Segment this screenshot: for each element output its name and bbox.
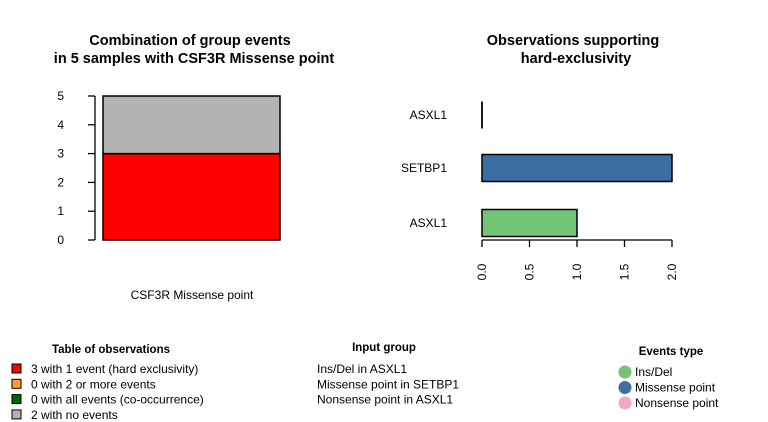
chart2-x-tick-label: 1.0 [570, 263, 584, 280]
legend-input-group-item: Missense point in SETBP1 [317, 377, 459, 391]
legend-observations-label: 2 with no events [31, 408, 118, 422]
chart1-y-tick-label: 0 [57, 233, 64, 247]
chart2-bar [481, 208, 578, 238]
chart1-bar-segment-2 [102, 95, 281, 155]
chart2-bar [481, 153, 673, 183]
legend-events-type-dot [618, 396, 632, 410]
chart2-title-line2: hard-exclusivity [521, 51, 631, 67]
chart2-x-tick-label: 0.5 [523, 263, 537, 280]
chart2-category-label: ASXL1 [410, 216, 448, 230]
legend-events-type-label: Nonsense point [635, 396, 719, 410]
legend-observations-swatch [11, 378, 22, 389]
legend-events-type-dot [618, 365, 632, 379]
legend-observations-swatch [11, 394, 22, 405]
chart1-y-tick-label: 5 [57, 89, 64, 103]
chart2-category-label: ASXL1 [410, 108, 448, 122]
legend-input-group-item: Nonsense point in ASXL1 [317, 393, 453, 407]
chart2-x-tick-label: 2.0 [665, 263, 679, 280]
chart1-bar-segment-1 [102, 152, 281, 241]
legend-events-type-title: Events type [639, 346, 704, 358]
legend-observations-title: Table of observations [52, 344, 170, 356]
chart1-y-tick-label: 3 [57, 147, 64, 161]
legend-observations-label: 0 with 2 or more events [31, 377, 156, 391]
chart1-x-label: CSF3R Missense point [131, 288, 254, 302]
chart1-y-tick-label: 1 [57, 204, 64, 218]
legend-input-group-item: Ins/Del in ASXL1 [317, 362, 407, 376]
chart2-title-line1: Observations supporting [487, 33, 659, 49]
legend-input-group-title: Input group [352, 342, 416, 354]
legend-observations-swatch [11, 363, 22, 374]
chart1-title-line2: in 5 samples with CSF3R Missense point [54, 51, 335, 67]
chart2-x-tick-label: 0.0 [475, 263, 489, 280]
legend-observations-label: 0 with all events (co-occurrence) [31, 393, 204, 407]
legend-events-type-dot [618, 381, 632, 394]
legend-observations-swatch [11, 409, 22, 420]
chart2-category-label: SETBP1 [401, 161, 447, 175]
legend-observations-label: 3 with 1 event (hard exclusivity) [31, 362, 198, 376]
chart1-y-tick-label: 2 [57, 175, 64, 189]
horizontal-bar-chart: Observations supporting hard-exclusivity… [401, 33, 679, 280]
legend-events-type-label: Ins/Del [635, 365, 672, 379]
chart2-x-tick-label: 1.5 [618, 263, 632, 280]
chart1-title-line1: Combination of group events [89, 33, 290, 49]
stacked-bar-chart: Combination of group events in 5 samples… [54, 33, 335, 302]
legend-events-type-label: Missense point [635, 381, 716, 395]
legend-table-of-observations: Table of observations 3 with 1 event (ha… [11, 344, 204, 422]
chart1-y-tick-label: 4 [57, 118, 64, 132]
legend-events-type: Events type Ins/Del Missense pointNonsens… [618, 346, 719, 410]
